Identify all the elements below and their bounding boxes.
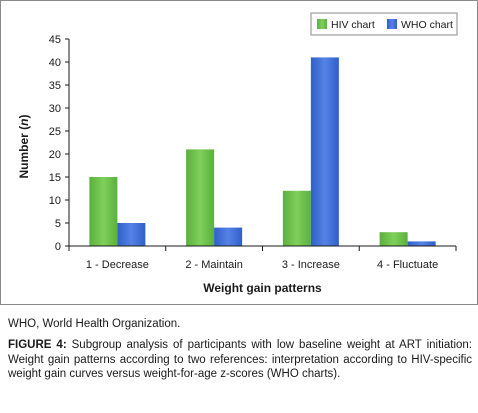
y-tick-label: 20 xyxy=(49,149,61,161)
footnote: WHO, World Health Organization. xyxy=(8,318,181,330)
y-tick-label: 30 xyxy=(49,103,61,115)
y-tick-label: 10 xyxy=(49,195,61,207)
y-tick-label: 35 xyxy=(49,80,61,92)
y-tick-label: 15 xyxy=(49,172,61,184)
y-tick-label: 40 xyxy=(49,57,61,69)
legend-label: WHO chart xyxy=(401,19,453,31)
bar-chart: 0 5 10 15 20 25 30 35 40 45 1 - Decrease 2 - Mainta… xyxy=(17,12,458,295)
x-tick-label: 4 - Fluctuate xyxy=(377,259,438,271)
y-tick-label: 25 xyxy=(49,126,61,138)
y-tick-label: 45 xyxy=(49,34,61,46)
x-axis-title: Weight gain patterns xyxy=(203,281,322,295)
bar-who-chart xyxy=(117,223,146,246)
x-tick-label: 2 - Maintain xyxy=(185,259,242,271)
y-tick-label: 0 xyxy=(55,241,61,253)
legend-box xyxy=(310,12,458,36)
bar-who-chart xyxy=(407,241,436,246)
figure-frame: 0 5 10 15 20 25 30 35 40 45 1 - Decrease 2 - Mainta… xyxy=(0,0,478,305)
bar-hiv-chart xyxy=(89,177,118,246)
caption-text: Subgroup analysis of participants with l… xyxy=(8,339,472,380)
y-axis-title: Number (n) xyxy=(17,114,31,178)
caption-label: FIGURE 4: xyxy=(8,339,67,351)
bar-hiv-chart xyxy=(379,232,408,246)
bar-hiv-chart xyxy=(186,149,215,246)
figure-caption: FIGURE 4: Subgroup analysis of participa… xyxy=(8,338,472,382)
x-tick-label: 3 - Increase xyxy=(282,259,340,271)
bar-who-chart xyxy=(214,227,243,246)
y-tick-label: 5 xyxy=(55,218,61,230)
bar-hiv-chart xyxy=(282,190,311,246)
legend-swatch xyxy=(387,19,397,29)
x-tick-label: 1 - Decrease xyxy=(86,259,149,271)
bar-who-chart xyxy=(310,57,339,247)
legend-label: HIV chart xyxy=(331,19,375,31)
legend-swatch xyxy=(317,19,327,29)
